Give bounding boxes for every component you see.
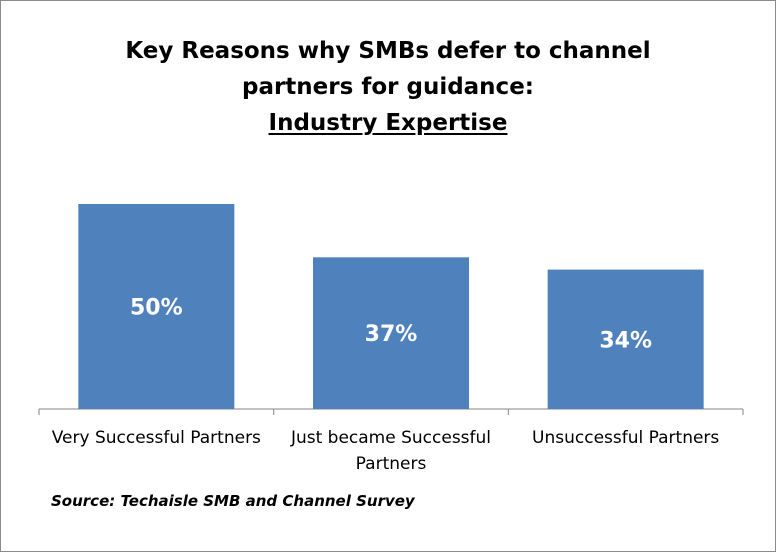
bar xyxy=(313,257,469,409)
chart-subtitle: Industry Expertise xyxy=(268,110,508,136)
category-label: Partners xyxy=(356,454,427,474)
source-note: Source: Techaisle SMB and Channel Survey xyxy=(51,492,415,510)
data-label: 50% xyxy=(130,296,183,321)
title-line-2: partners for guidance: xyxy=(241,74,534,100)
data-label: 34% xyxy=(599,328,652,353)
title-line-1: Key Reasons why SMBs defer to channel xyxy=(125,38,651,64)
category-label: Just became Successful xyxy=(290,428,491,448)
bar xyxy=(547,269,704,409)
category-label: Very Successful Partners xyxy=(52,428,261,448)
bar xyxy=(78,204,235,409)
category-label: Unsuccessful Partners xyxy=(532,428,719,448)
chart-title: Key Reasons why SMBs defer to channel pa… xyxy=(1,33,775,141)
data-label: 37% xyxy=(365,322,418,347)
